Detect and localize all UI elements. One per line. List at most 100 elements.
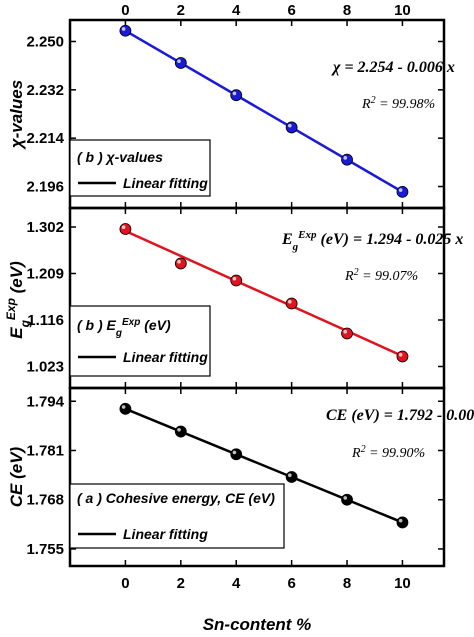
data-point-highlight (177, 427, 181, 432)
data-point-highlight (232, 276, 237, 281)
data-point-highlight (177, 59, 181, 63)
legend-label-chi-points: ( b ) χ-values (77, 149, 163, 165)
y-tick-labels-eg: 1.302 1.209 1.116 1.023 (26, 219, 444, 376)
data-points-ce (119, 402, 409, 529)
data-point (285, 121, 298, 134)
data-point (341, 493, 353, 506)
data-point (396, 350, 409, 363)
data-point (174, 425, 187, 438)
legend-ce: ( a ) Cohesive energy, CE (eV) Linear fi… (69, 483, 285, 549)
bottom-x-tick-labels: 0 2 4 6 8 10 (121, 575, 411, 592)
data-point-highlight (232, 450, 237, 455)
fit-line (124, 229, 403, 358)
panel-frames (68, 18, 446, 568)
data-point (119, 223, 132, 235)
x-tick-marks (124, 20, 404, 566)
data-point-highlight (288, 123, 292, 128)
data-point (230, 89, 243, 102)
y-tick-labels-chi: 2.250 2.232 2.214 2.196 (26, 33, 444, 196)
equation-eg: EgExp (eV) = 1.294 - 0.025 x (281, 229, 463, 253)
fit-line-ce (124, 407, 403, 524)
data-point (341, 327, 353, 340)
data-point (230, 448, 243, 461)
panel-ce: CE (eV) 1.794 1.781 1.768 1.755 CE (eV) = 1… (7, 393, 474, 558)
data-point-highlight (343, 329, 348, 334)
y-tick-labels-ce: 1.794 1.781 1.768 1.755 (26, 393, 444, 558)
fit-line-eg (124, 229, 403, 358)
data-point (174, 57, 187, 69)
y-tick-label: 2.250 (26, 33, 64, 50)
data-point (119, 24, 132, 37)
data-point-highlight (121, 27, 126, 31)
data-point-highlight (398, 518, 403, 523)
y-tick-label: 1.023 (26, 359, 64, 376)
data-point (396, 185, 409, 198)
r2-eg: R2 = 99.07% (344, 267, 418, 285)
y-tick-label: 2.196 (26, 179, 64, 196)
data-point-highlight (232, 91, 237, 96)
bottom-x-tick-label: 0 (121, 575, 129, 592)
bottom-x-tick-label: 10 (394, 575, 411, 592)
legend-box-chi (69, 139, 211, 197)
r2-chi: R2 = 99.98% (361, 95, 435, 113)
data-point-highlight (398, 188, 403, 192)
top-x-tick-labels: 0 2 4 6 8 10 (121, 2, 411, 19)
data-point-highlight (343, 496, 348, 500)
fit-line (124, 407, 403, 524)
legend-label-eg-fit: Linear fitting (123, 349, 208, 365)
y-axis-title-ce: CE (eV) (7, 446, 26, 507)
top-x-tick-label: 6 (287, 2, 295, 19)
equation-ce: CE (eV) = 1.792 - 0.003 x (326, 407, 474, 424)
y-tick-label: 1.781 (26, 442, 64, 459)
data-point-highlight (288, 473, 292, 478)
top-x-tick-label: 4 (232, 2, 241, 19)
legend-eg: ( b ) EgExp (eV) Linear fitting (69, 305, 211, 377)
legend-label-ce-points: ( a ) Cohesive energy, CE (eV) (77, 490, 275, 506)
y-tick-label: 2.232 (26, 82, 64, 99)
bottom-x-tick-label: 6 (287, 575, 295, 592)
x-axis-title: Sn-content % (203, 615, 312, 634)
data-point (285, 297, 298, 310)
r2-ce: R2 = 99.90% (351, 444, 425, 462)
data-point-highlight (343, 156, 348, 160)
top-x-tick-label: 2 (177, 2, 185, 19)
panel-chi: χ-values 2.250 2.232 2.214 2.196 χ = 2.254 … (7, 24, 455, 198)
top-x-tick-label: 0 (121, 2, 129, 19)
legend-box-ce (69, 483, 285, 549)
data-point (341, 153, 353, 166)
y-tick-label: 1.209 (26, 266, 64, 283)
data-point (174, 257, 187, 270)
legend-box-eg (69, 305, 211, 377)
data-point (396, 516, 409, 529)
data-point-highlight (121, 225, 126, 229)
top-x-tick-label: 10 (394, 2, 411, 19)
y-tick-label: 2.214 (26, 130, 64, 147)
panel-eg: EgExp (eV) 1.302 1.209 1.116 1.023 EgExp (e… (4, 219, 463, 377)
legend-label-eg-points: ( b ) EgExp (eV) (77, 317, 171, 339)
y-tick-label: 1.116 (27, 312, 64, 329)
data-point-highlight (398, 352, 403, 357)
data-point (285, 471, 298, 483)
data-point (230, 274, 243, 287)
bottom-x-tick-label: 2 (177, 575, 185, 592)
bottom-x-tick-label: 8 (343, 575, 351, 592)
equation-chi: χ = 2.254 - 0.006 x (331, 59, 455, 76)
legend-label-chi-fit: Linear fitting (123, 175, 208, 191)
data-point-highlight (177, 259, 181, 264)
bottom-x-tick-label: 4 (232, 575, 241, 592)
data-point-highlight (288, 299, 292, 304)
y-tick-label: 1.755 (26, 541, 64, 558)
top-x-tick-label: 8 (343, 2, 351, 19)
legend-chi: ( b ) χ-values Linear fitting (69, 139, 211, 197)
data-points-chi (119, 24, 409, 198)
y-tick-label: 1.794 (26, 393, 64, 410)
legend-label-ce-fit: Linear fitting (123, 526, 208, 542)
y-axis-title-chi: χ-values (7, 80, 26, 150)
panel-ce-frame (68, 386, 446, 568)
data-point-highlight (121, 405, 126, 409)
data-points-eg (119, 223, 409, 363)
y-tick-label: 1.768 (26, 492, 64, 509)
fit-line-chi (124, 29, 404, 193)
fit-line (124, 29, 404, 193)
